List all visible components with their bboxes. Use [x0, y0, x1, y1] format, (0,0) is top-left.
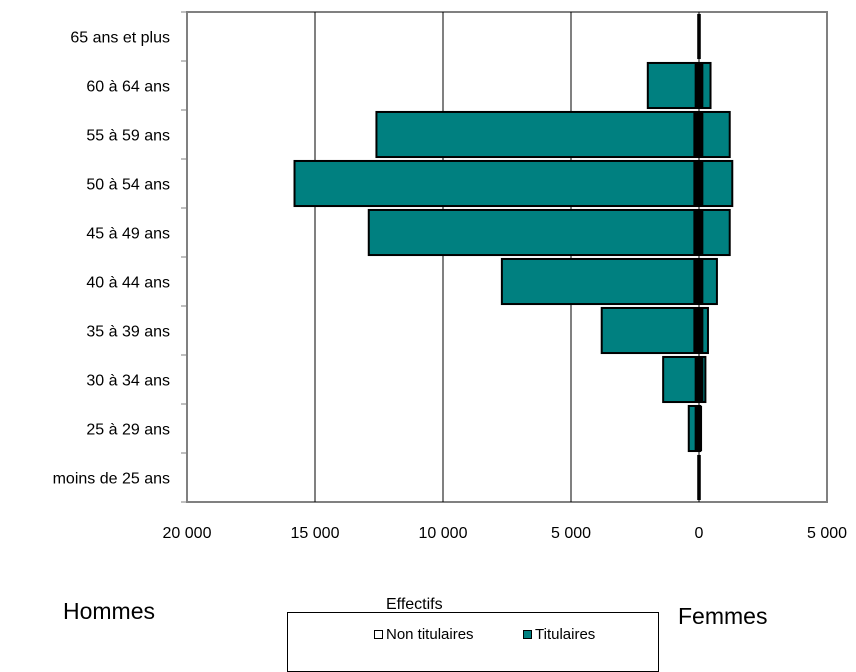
legend-item-non-titulaires: Non titulaires	[374, 626, 474, 643]
y-category-label: 55 à 59 ans	[86, 128, 170, 145]
legend-label-titulaires: Titulaires	[535, 626, 596, 643]
plot-area	[186, 11, 828, 503]
legend-swatch-non-titulaires	[374, 630, 383, 639]
bar-non-titulaires	[694, 356, 704, 403]
bar-titulaires-femmes	[698, 159, 734, 208]
y-category-label: 50 à 54 ans	[86, 177, 170, 194]
bar-non-titulaires	[694, 62, 704, 109]
bar-non-titulaires	[694, 405, 703, 452]
y-category-label: 65 ans et plus	[70, 30, 170, 47]
bar-titulaires-hommes	[600, 306, 700, 355]
y-category-label: 25 à 29 ans	[86, 422, 170, 439]
bar-titulaires-femmes	[698, 208, 731, 257]
x-tick-label: 10 000	[419, 525, 468, 542]
bar-titulaires-hommes	[646, 61, 700, 110]
bar-titulaires-femmes	[698, 110, 731, 159]
legend: Non titulaires Titulaires	[287, 612, 659, 672]
x-axis-title: Effectifs	[386, 596, 443, 613]
x-tick-label: 20 000	[163, 525, 212, 542]
bar-titulaires-hommes	[375, 110, 700, 159]
femmes-label: Femmes	[678, 603, 768, 629]
y-category-label: 60 à 64 ans	[86, 79, 170, 96]
bar-non-titulaires	[693, 307, 704, 354]
bar-titulaires-hommes	[293, 159, 700, 208]
x-tick-label: 0	[695, 525, 704, 542]
x-tick-label: 5 000	[551, 525, 591, 542]
y-category-label: 35 à 39 ans	[86, 324, 170, 341]
x-tick-label: 15 000	[291, 525, 340, 542]
y-category-label: 45 à 49 ans	[86, 226, 170, 243]
legend-item-titulaires: Titulaires	[523, 626, 595, 643]
bar-non-titulaires	[693, 111, 704, 158]
y-category-label: moins de 25 ans	[53, 471, 170, 488]
x-tick-label: 5 000	[807, 525, 847, 542]
bar-titulaires-hommes	[662, 355, 700, 404]
hommes-label: Hommes	[63, 598, 156, 624]
bar-titulaires-hommes	[500, 257, 700, 306]
bar-non-titulaires	[697, 13, 701, 60]
bar-non-titulaires	[693, 258, 704, 305]
bar-titulaires-hommes	[367, 208, 700, 257]
y-category-label: 40 à 44 ans	[86, 275, 170, 292]
bar-non-titulaires	[697, 454, 701, 501]
legend-swatch-titulaires	[523, 630, 532, 639]
legend-label-non-titulaires: Non titulaires	[386, 626, 474, 643]
y-category-label: 30 à 34 ans	[86, 373, 170, 390]
bar-non-titulaires	[693, 160, 704, 207]
bar-non-titulaires	[693, 209, 704, 256]
